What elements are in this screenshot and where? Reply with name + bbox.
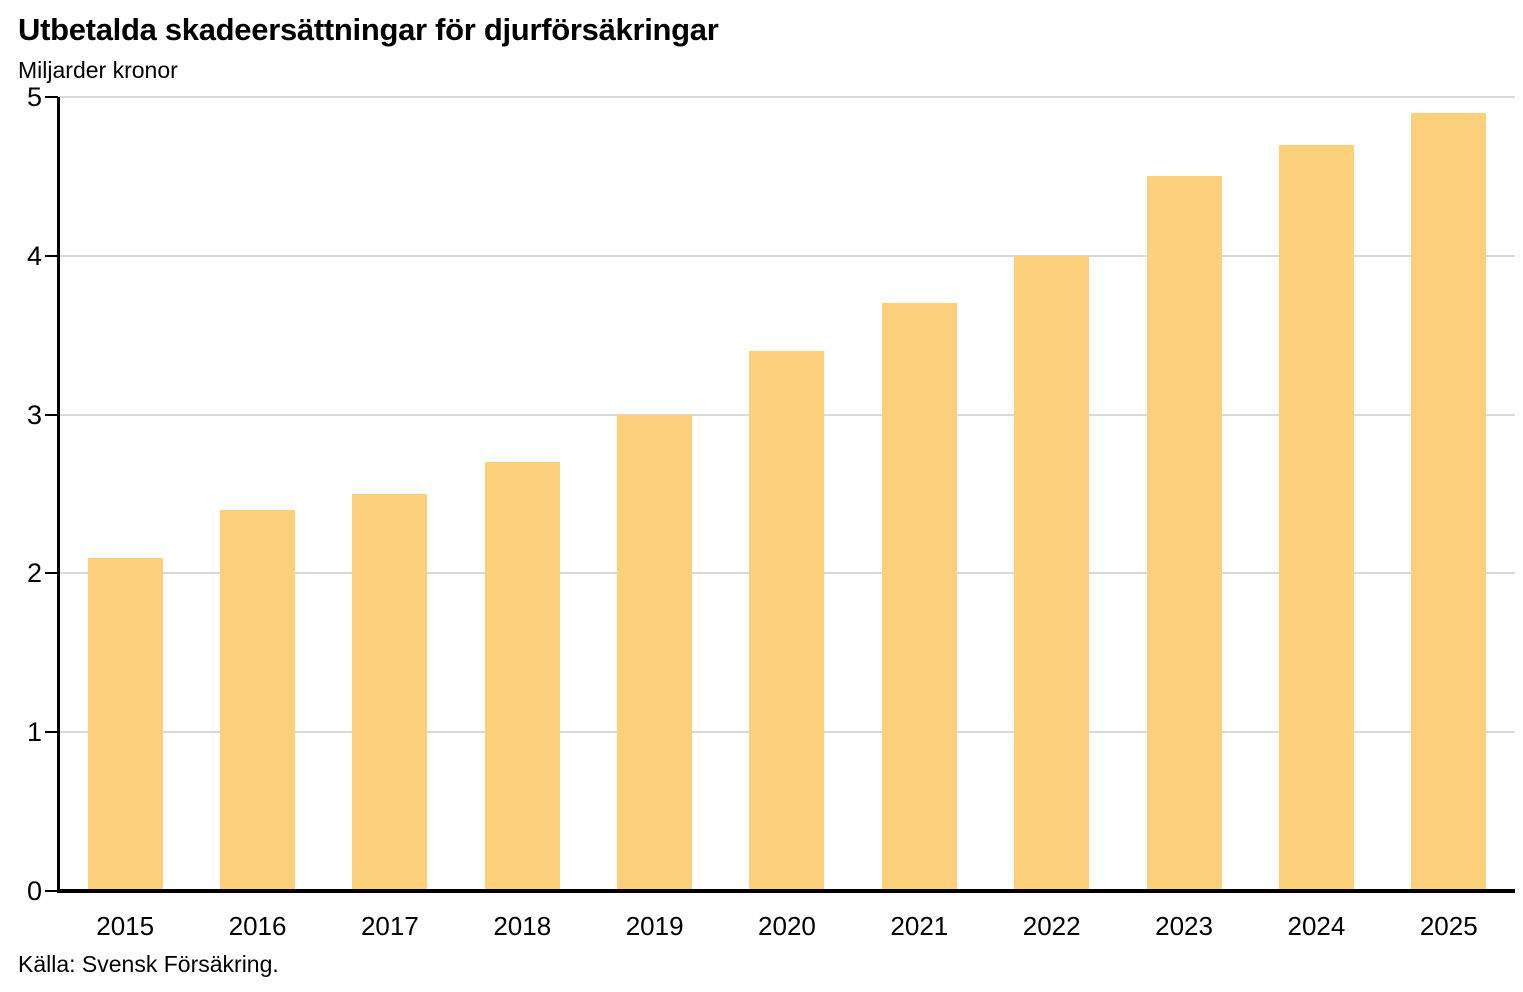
bar-2021 — [881, 303, 957, 891]
bar-column-2016 — [191, 97, 323, 891]
x-tick-label-2015: 2015 — [96, 911, 155, 941]
y-tick-1 — [45, 731, 58, 734]
plot-area — [45, 96, 1515, 893]
gridline-4 — [59, 254, 1515, 257]
x-tick-label-2018: 2018 — [493, 911, 552, 941]
chart-subtitle: Miljarder kronor — [18, 57, 178, 83]
x-tick-label-2021: 2021 — [890, 911, 949, 941]
bar-2022 — [1014, 255, 1090, 891]
bar-2017 — [352, 494, 428, 891]
x-tick-label-2017: 2017 — [360, 911, 419, 941]
bar-column-2019 — [588, 97, 720, 891]
bar-column-2023 — [1118, 97, 1250, 891]
bar-2016 — [220, 509, 296, 891]
y-axis-labels: 0 1 2 3 4 5 — [0, 82, 42, 906]
y-tick-3 — [45, 413, 58, 416]
x-tick-label-2024: 2024 — [1287, 911, 1346, 941]
y-tick-2 — [45, 572, 58, 575]
x-tick-label-2019: 2019 — [625, 911, 684, 941]
bar-2023 — [1146, 176, 1222, 891]
bar-series — [59, 97, 1515, 891]
source-note: Källa: Svensk Försäkring. — [18, 951, 279, 977]
y-tick-label-0: 0 — [26, 876, 42, 906]
x-tick-label-2025: 2025 — [1419, 911, 1478, 941]
bar-2018 — [484, 462, 560, 891]
x-tick-label-2020: 2020 — [758, 911, 816, 941]
y-tick-5 — [45, 96, 58, 98]
x-tick-label-2016: 2016 — [228, 911, 287, 941]
y-axis-line — [57, 97, 60, 893]
bar-column-2020 — [721, 97, 853, 891]
y-tick-0 — [45, 890, 58, 892]
bar-column-2024 — [1250, 97, 1382, 891]
x-tick-label-2023: 2023 — [1155, 911, 1213, 941]
y-tick-4 — [45, 254, 58, 257]
bar-column-2018 — [456, 97, 588, 891]
y-tick-label-3: 3 — [26, 399, 42, 430]
bar-column-2021 — [853, 97, 985, 891]
y-tick-label-2: 2 — [26, 558, 42, 589]
bar-2019 — [617, 414, 693, 891]
y-tick-label-4: 4 — [26, 240, 42, 271]
x-tick-label-2022: 2022 — [1022, 911, 1081, 941]
chart-title: Utbetalda skadeersättningar för djurförs… — [18, 12, 719, 47]
bar-column-2022 — [986, 97, 1118, 891]
bar-column-2017 — [324, 97, 456, 891]
gridline-5 — [59, 96, 1515, 98]
bar-2015 — [87, 557, 163, 891]
bar-column-2025 — [1383, 97, 1515, 891]
x-axis-line — [59, 889, 1515, 893]
bar-2025 — [1411, 112, 1487, 891]
y-tick-label-5: 5 — [26, 82, 42, 112]
bar-2024 — [1278, 144, 1354, 891]
bar-column-2015 — [59, 97, 191, 891]
y-tick-label-1: 1 — [26, 717, 42, 748]
x-axis-labels: 2015 2016 2017 2018 2019 2020 2021 2022 2023 2024… — [59, 909, 1515, 943]
bar-2020 — [749, 351, 825, 891]
